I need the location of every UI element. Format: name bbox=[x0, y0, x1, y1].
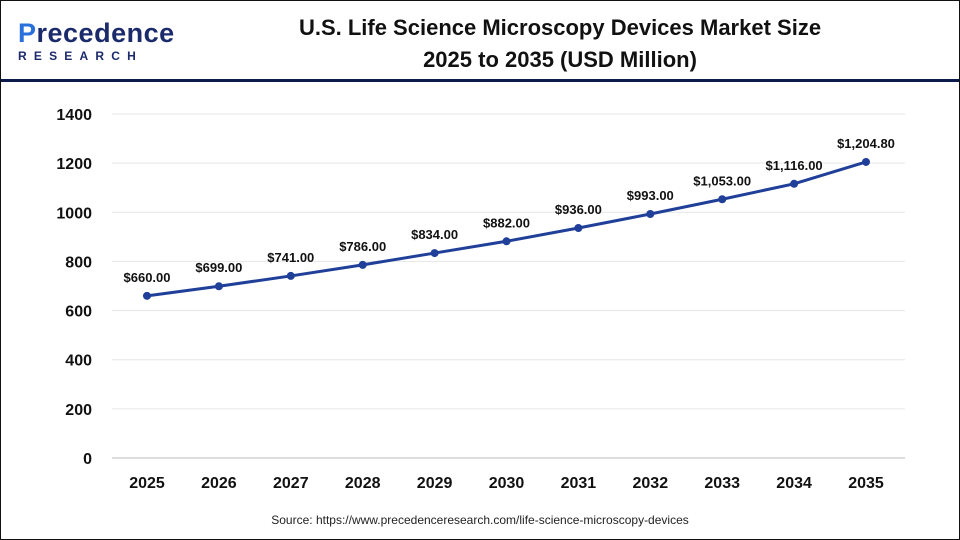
data-label: $741.00 bbox=[267, 250, 314, 265]
x-tick-label: 2030 bbox=[489, 475, 525, 492]
logo-word: recedence bbox=[36, 18, 175, 48]
header-divider bbox=[1, 79, 959, 82]
logo-subtitle: RESEARCH bbox=[18, 49, 143, 63]
logo: Precedence RESEARCH bbox=[18, 18, 175, 64]
x-tick-label: 2026 bbox=[201, 475, 237, 492]
data-point bbox=[430, 249, 439, 258]
x-tick-label: 2025 bbox=[129, 475, 165, 492]
y-tick-label: 0 bbox=[83, 451, 92, 468]
y-tick-label: 200 bbox=[65, 402, 92, 419]
title-line-1: U.S. Life Science Microscopy Devices Mar… bbox=[298, 15, 822, 40]
data-point bbox=[214, 282, 223, 291]
x-tick-label: 2033 bbox=[704, 475, 740, 492]
source-note: Source: https://www.precedenceresearch.c… bbox=[271, 513, 689, 527]
x-tick-label: 2035 bbox=[848, 475, 884, 492]
data-label: $786.00 bbox=[339, 239, 386, 254]
chart-title: U.S. Life Science Microscopy Devices Mar… bbox=[240, 12, 880, 76]
data-label: $1,116.00 bbox=[766, 158, 823, 173]
data-label: $660.00 bbox=[124, 270, 171, 285]
y-tick-label: 1200 bbox=[56, 156, 92, 173]
x-tick-label: 2031 bbox=[561, 475, 597, 492]
y-tick-label: 600 bbox=[65, 304, 92, 321]
data-point bbox=[502, 237, 511, 246]
data-point bbox=[286, 271, 295, 280]
y-tick-label: 400 bbox=[65, 353, 92, 370]
data-label: $1,053.00 bbox=[693, 173, 751, 188]
title-line-2: 2025 to 2035 (USD Million) bbox=[423, 47, 697, 72]
data-label: $1,204.80 bbox=[837, 136, 895, 151]
data-label: $936.00 bbox=[555, 202, 602, 217]
x-tick-label: 2032 bbox=[633, 475, 669, 492]
data-point bbox=[358, 260, 367, 269]
x-tick-label: 2027 bbox=[273, 475, 309, 492]
data-label: $699.00 bbox=[195, 260, 242, 275]
data-label: $882.00 bbox=[483, 215, 530, 230]
x-tick-label: 2028 bbox=[345, 475, 381, 492]
x-tick-label: 2034 bbox=[776, 475, 812, 492]
logo-initial: P bbox=[18, 18, 37, 48]
data-point bbox=[143, 291, 151, 300]
data-point bbox=[790, 179, 799, 188]
x-tick-label: 2029 bbox=[417, 475, 453, 492]
data-label: $993.00 bbox=[627, 188, 674, 203]
data-point bbox=[574, 224, 583, 233]
data-point bbox=[862, 157, 870, 166]
y-tick-label: 1000 bbox=[56, 205, 92, 222]
y-tick-label: 800 bbox=[65, 254, 92, 271]
y-tick-label: 1400 bbox=[56, 107, 92, 124]
data-point bbox=[718, 195, 727, 204]
data-point bbox=[646, 210, 655, 219]
data-label: $834.00 bbox=[411, 227, 458, 242]
